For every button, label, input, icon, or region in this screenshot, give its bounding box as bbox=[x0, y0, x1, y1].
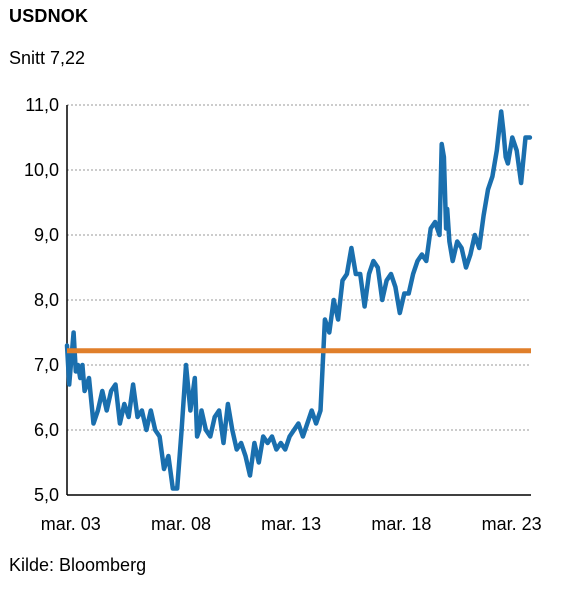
chart-title: USDNOK bbox=[9, 6, 89, 26]
y-tick-label: 5,0 bbox=[34, 485, 59, 505]
x-tick-label: mar. 18 bbox=[371, 514, 431, 534]
y-tick-label: 9,0 bbox=[34, 225, 59, 245]
series-layer bbox=[64, 109, 533, 491]
x-axis-tick-labels: mar. 03 mar. 08 mar. 13 mar. 18 mar. 23 bbox=[41, 514, 542, 534]
x-tick-label: mar. 13 bbox=[261, 514, 321, 534]
y-tick-label: 6,0 bbox=[34, 420, 59, 440]
chart-subtitle: Snitt 7,22 bbox=[9, 48, 86, 68]
x-tick-label: mar. 03 bbox=[41, 514, 101, 534]
y-tick-label: 8,0 bbox=[34, 290, 59, 310]
gridlines bbox=[67, 104, 531, 431]
y-axis-tick-labels: 5,0 6,0 7,0 8,0 9,0 10,0 11,0 bbox=[24, 95, 59, 505]
x-tick-label: mar. 23 bbox=[482, 514, 542, 534]
y-tick-label: 10,0 bbox=[24, 160, 59, 180]
y-tick-label: 7,0 bbox=[34, 355, 59, 375]
x-tick-label: mar. 08 bbox=[151, 514, 211, 534]
y-tick-label: 11,0 bbox=[25, 95, 59, 115]
source-note: Kilde: Bloomberg bbox=[9, 555, 147, 575]
axes bbox=[66, 105, 531, 496]
series-line bbox=[64, 109, 533, 491]
